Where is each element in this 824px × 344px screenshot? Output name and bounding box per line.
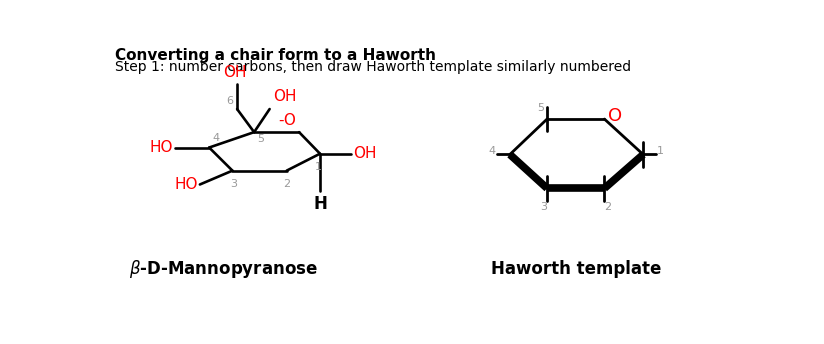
Text: -O: -O [278,113,296,128]
Text: O: O [608,107,622,125]
Text: 3: 3 [541,202,547,212]
Text: 4: 4 [489,147,496,157]
Text: Haworth template: Haworth template [490,260,661,278]
Text: OH: OH [223,65,246,80]
Text: Converting a chair form to a Haworth: Converting a chair form to a Haworth [115,48,436,63]
Text: 6: 6 [227,96,233,106]
Text: OH: OH [353,146,377,161]
Text: Step 1: number carbons, then draw Haworth template similarly numbered: Step 1: number carbons, then draw Hawort… [115,60,630,74]
Text: 5: 5 [537,103,544,113]
Text: 1: 1 [657,147,664,157]
Text: OH: OH [273,89,296,105]
Text: 4: 4 [213,133,219,143]
Text: HO: HO [174,177,198,192]
Text: 2: 2 [604,202,611,212]
Text: H: H [313,194,327,213]
Text: HO: HO [149,140,173,155]
Text: $\beta$-D-Mannopyranose: $\beta$-D-Mannopyranose [129,258,317,280]
Text: 1: 1 [315,162,322,172]
Text: 3: 3 [231,179,237,189]
Text: 2: 2 [283,179,290,189]
Text: 5: 5 [257,134,265,144]
